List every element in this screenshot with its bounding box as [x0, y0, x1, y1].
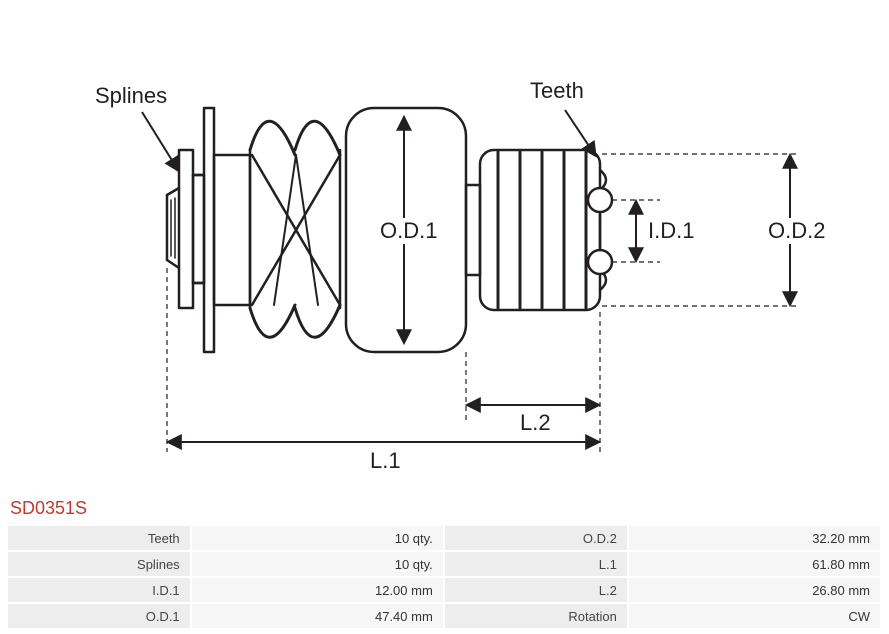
- table-row: O.D.1 47.40 mm Rotation CW: [8, 604, 880, 628]
- table-row: Splines 10 qty. L.1 61.80 mm: [8, 552, 880, 576]
- specs-table: Teeth 10 qty. O.D.2 32.20 mm Splines 10 …: [6, 524, 882, 630]
- table-row: Teeth 10 qty. O.D.2 32.20 mm: [8, 526, 880, 550]
- label-teeth: Teeth: [530, 78, 584, 103]
- label-l2: L.2: [520, 410, 551, 435]
- spec-value: 26.80 mm: [629, 578, 880, 602]
- label-id1: I.D.1: [648, 218, 694, 243]
- spec-label: L.2: [445, 578, 627, 602]
- spec-label: Splines: [8, 552, 190, 576]
- spec-label: Teeth: [8, 526, 190, 550]
- spec-label: L.1: [445, 552, 627, 576]
- label-od1: O.D.1: [380, 218, 437, 243]
- spec-label: O.D.2: [445, 526, 627, 550]
- spec-label: I.D.1: [8, 578, 190, 602]
- part-number: SD0351S: [10, 498, 87, 519]
- spec-value: 61.80 mm: [629, 552, 880, 576]
- spec-label: Rotation: [445, 604, 627, 628]
- drive-gear-diagram: Splines Teeth O.D.1 I.D.1 O.D.2: [0, 0, 889, 490]
- spec-value: 32.20 mm: [629, 526, 880, 550]
- spec-value: 10 qty.: [192, 552, 443, 576]
- table-row: I.D.1 12.00 mm L.2 26.80 mm: [8, 578, 880, 602]
- label-l1: L.1: [370, 448, 401, 473]
- spec-label: O.D.1: [8, 604, 190, 628]
- diagram: Splines Teeth O.D.1 I.D.1 O.D.2: [0, 0, 889, 490]
- spec-value: 10 qty.: [192, 526, 443, 550]
- spec-value: 47.40 mm: [192, 604, 443, 628]
- label-splines: Splines: [95, 83, 167, 108]
- spec-value: CW: [629, 604, 880, 628]
- spec-value: 12.00 mm: [192, 578, 443, 602]
- label-od2: O.D.2: [768, 218, 825, 243]
